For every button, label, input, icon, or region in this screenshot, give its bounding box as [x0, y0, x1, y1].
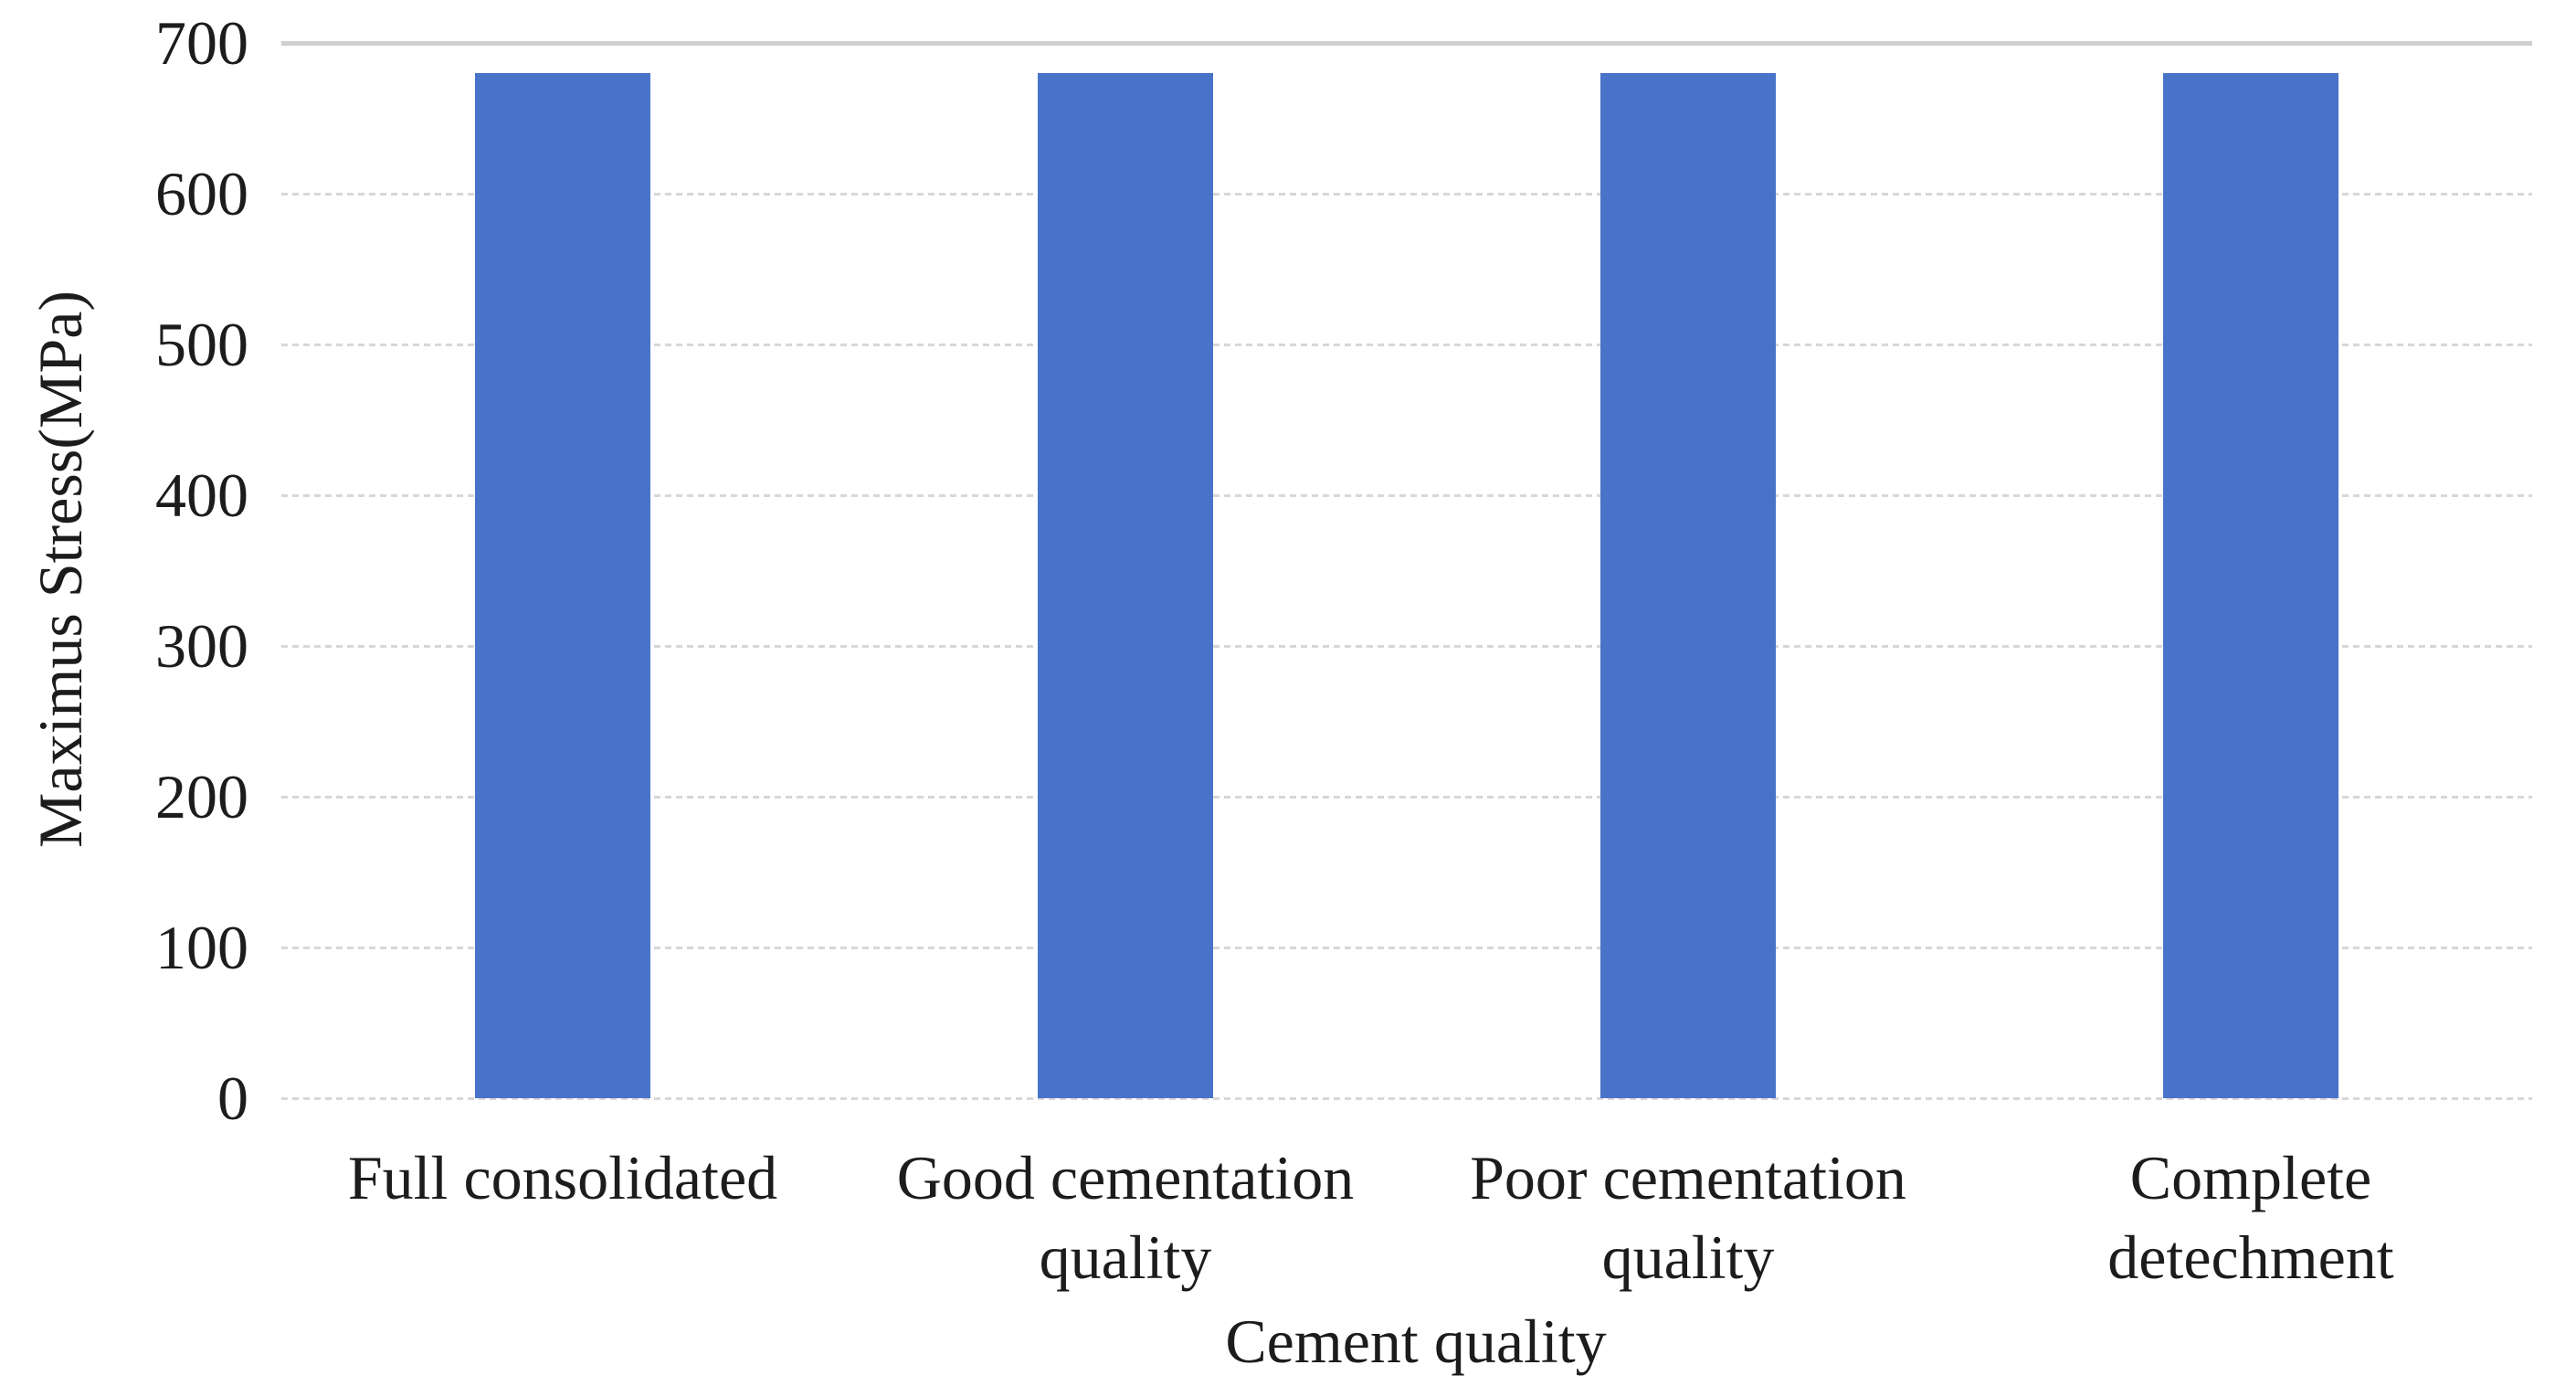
x-category-label-3: Poor cementation quality [1470, 1143, 1906, 1293]
bar-1 [475, 73, 650, 1098]
bar-2 [1038, 73, 1213, 1098]
bar-4 [2163, 73, 2338, 1098]
bar-3 [1600, 73, 1776, 1098]
gridline-600 [281, 192, 2532, 196]
gridline-400 [281, 493, 2532, 497]
x-category-label-1: Full consolidated [347, 1143, 778, 1212]
gridline-100 [281, 946, 2532, 949]
y-tick-label-400: 400 [155, 460, 248, 530]
x-axis-title: Cement quality [1225, 1307, 1607, 1376]
y-tick-label-500: 500 [155, 310, 248, 379]
gridline-700 [281, 41, 2532, 46]
gridline-500 [281, 343, 2532, 346]
x-category-label-4: Complete detechment [2107, 1143, 2394, 1293]
y-tick-label-300: 300 [155, 611, 248, 681]
gridline-0 [281, 1096, 2532, 1100]
plot-area [281, 41, 2532, 1100]
y-tick-label-200: 200 [155, 762, 248, 831]
x-category-label-2: Good cementation quality [896, 1143, 1355, 1293]
y-tick-label-700: 700 [155, 8, 248, 78]
y-tick-label-600: 600 [155, 159, 248, 228]
gridline-300 [281, 644, 2532, 648]
y-tick-label-100: 100 [155, 913, 248, 982]
gridline-200 [281, 795, 2532, 799]
y-tick-label-0: 0 [217, 1063, 248, 1133]
